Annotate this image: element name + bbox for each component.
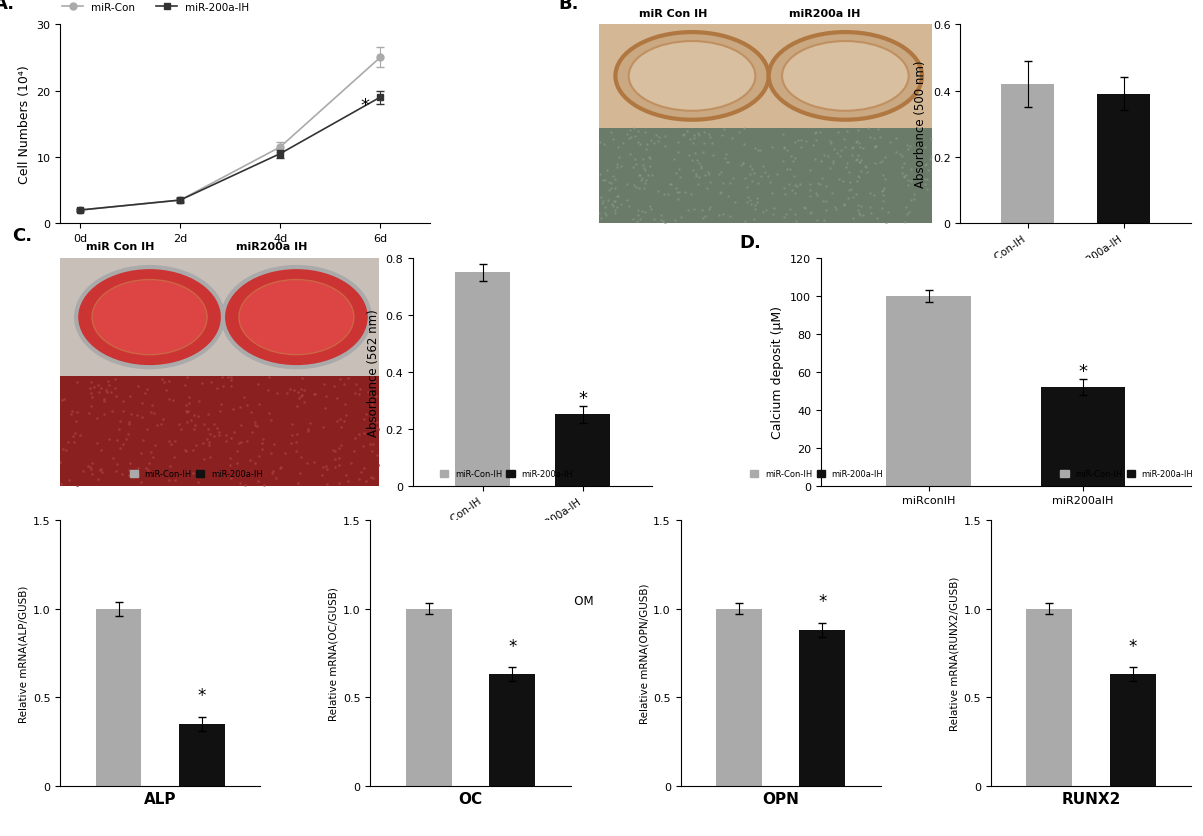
Ellipse shape bbox=[76, 268, 223, 368]
Text: *: * bbox=[197, 686, 206, 705]
Y-axis label: Calcium deposit (μM): Calcium deposit (μM) bbox=[771, 306, 784, 439]
Y-axis label: Relative mRNA(ALP/GUSB): Relative mRNA(ALP/GUSB) bbox=[18, 584, 29, 721]
Legend: miR-Con, miR-200a-IH: miR-Con, miR-200a-IH bbox=[58, 0, 254, 17]
miR-200a-IH bbox=[173, 196, 188, 206]
miR-Con bbox=[173, 196, 188, 206]
Ellipse shape bbox=[629, 42, 755, 112]
miR-200a-IH bbox=[73, 206, 88, 216]
Legend: miR-Con-IH, miR-200a-IH: miR-Con-IH, miR-200a-IH bbox=[126, 466, 266, 482]
Bar bbox=[1109, 675, 1156, 786]
X-axis label: ALP: ALP bbox=[144, 792, 177, 807]
Legend: miR-Con-IH, miR-200a-IH: miR-Con-IH, miR-200a-IH bbox=[747, 466, 887, 482]
miR-Con bbox=[373, 54, 387, 64]
Text: A.: A. bbox=[0, 0, 14, 13]
FancyBboxPatch shape bbox=[599, 129, 932, 224]
Text: B.: B. bbox=[558, 0, 579, 13]
Text: C.: C. bbox=[12, 227, 32, 244]
Legend: miR-Con-IH, miR-200a-IH: miR-Con-IH, miR-200a-IH bbox=[437, 466, 576, 482]
Ellipse shape bbox=[616, 33, 769, 120]
X-axis label: OPN: OPN bbox=[763, 792, 799, 807]
miR-200a-IH bbox=[273, 150, 288, 160]
Bar bbox=[1041, 387, 1126, 486]
Bar bbox=[179, 724, 225, 786]
Y-axis label: Relative mRNA(RUNX2/GUSB): Relative mRNA(RUNX2/GUSB) bbox=[949, 576, 959, 731]
X-axis label: OC: OC bbox=[458, 792, 482, 807]
Y-axis label: Cell Numbers (10⁴): Cell Numbers (10⁴) bbox=[18, 65, 31, 184]
Ellipse shape bbox=[223, 268, 369, 368]
X-axis label: RUNX2: RUNX2 bbox=[1061, 792, 1120, 807]
Ellipse shape bbox=[239, 280, 354, 355]
miR-200a-IH bbox=[373, 93, 387, 103]
Y-axis label: Relative mRNA(OC/GUSB): Relative mRNA(OC/GUSB) bbox=[328, 586, 339, 720]
Bar bbox=[555, 415, 610, 486]
Bar bbox=[456, 273, 510, 486]
Text: miR Con IH: miR Con IH bbox=[639, 9, 707, 19]
Line: miR-Con: miR-Con bbox=[77, 55, 384, 214]
Text: Quantification of AM: Quantification of AM bbox=[1015, 318, 1136, 330]
Legend: miR-Con-IH, miR-200a-IH: miR-Con-IH, miR-200a-IH bbox=[1057, 466, 1197, 482]
Text: D.: D. bbox=[740, 233, 761, 252]
FancyBboxPatch shape bbox=[599, 25, 932, 129]
Y-axis label: Relative mRNA(OPN/GUSB): Relative mRNA(OPN/GUSB) bbox=[639, 583, 650, 723]
Text: *: * bbox=[361, 97, 369, 115]
Line: miR-200a-IH: miR-200a-IH bbox=[77, 94, 384, 214]
Ellipse shape bbox=[782, 42, 908, 112]
Bar bbox=[1001, 84, 1054, 224]
Text: *: * bbox=[1079, 362, 1088, 380]
Bar bbox=[95, 609, 142, 786]
FancyBboxPatch shape bbox=[60, 258, 379, 377]
Text: miR200a IH: miR200a IH bbox=[236, 242, 307, 252]
Text: *: * bbox=[508, 637, 516, 655]
Bar bbox=[1097, 94, 1150, 224]
Text: *: * bbox=[579, 390, 587, 408]
FancyBboxPatch shape bbox=[60, 377, 379, 486]
Text: miR200a IH: miR200a IH bbox=[789, 9, 860, 19]
Ellipse shape bbox=[93, 280, 207, 355]
Bar bbox=[716, 609, 761, 786]
miR-Con bbox=[73, 206, 88, 216]
Text: Quantification of OM: Quantification of OM bbox=[472, 594, 593, 607]
Bar bbox=[1026, 609, 1072, 786]
Bar bbox=[887, 297, 971, 486]
Bar bbox=[800, 630, 846, 786]
Bar bbox=[405, 609, 451, 786]
miR-Con bbox=[273, 143, 288, 153]
Text: *: * bbox=[1128, 637, 1137, 655]
Text: miR Con IH: miR Con IH bbox=[85, 242, 154, 252]
Y-axis label: Absorbance (500 nm): Absorbance (500 nm) bbox=[914, 61, 928, 188]
Text: *: * bbox=[818, 593, 826, 611]
Ellipse shape bbox=[769, 33, 921, 120]
Y-axis label: Absorbance (562 nm): Absorbance (562 nm) bbox=[367, 308, 380, 436]
Bar bbox=[490, 675, 535, 786]
